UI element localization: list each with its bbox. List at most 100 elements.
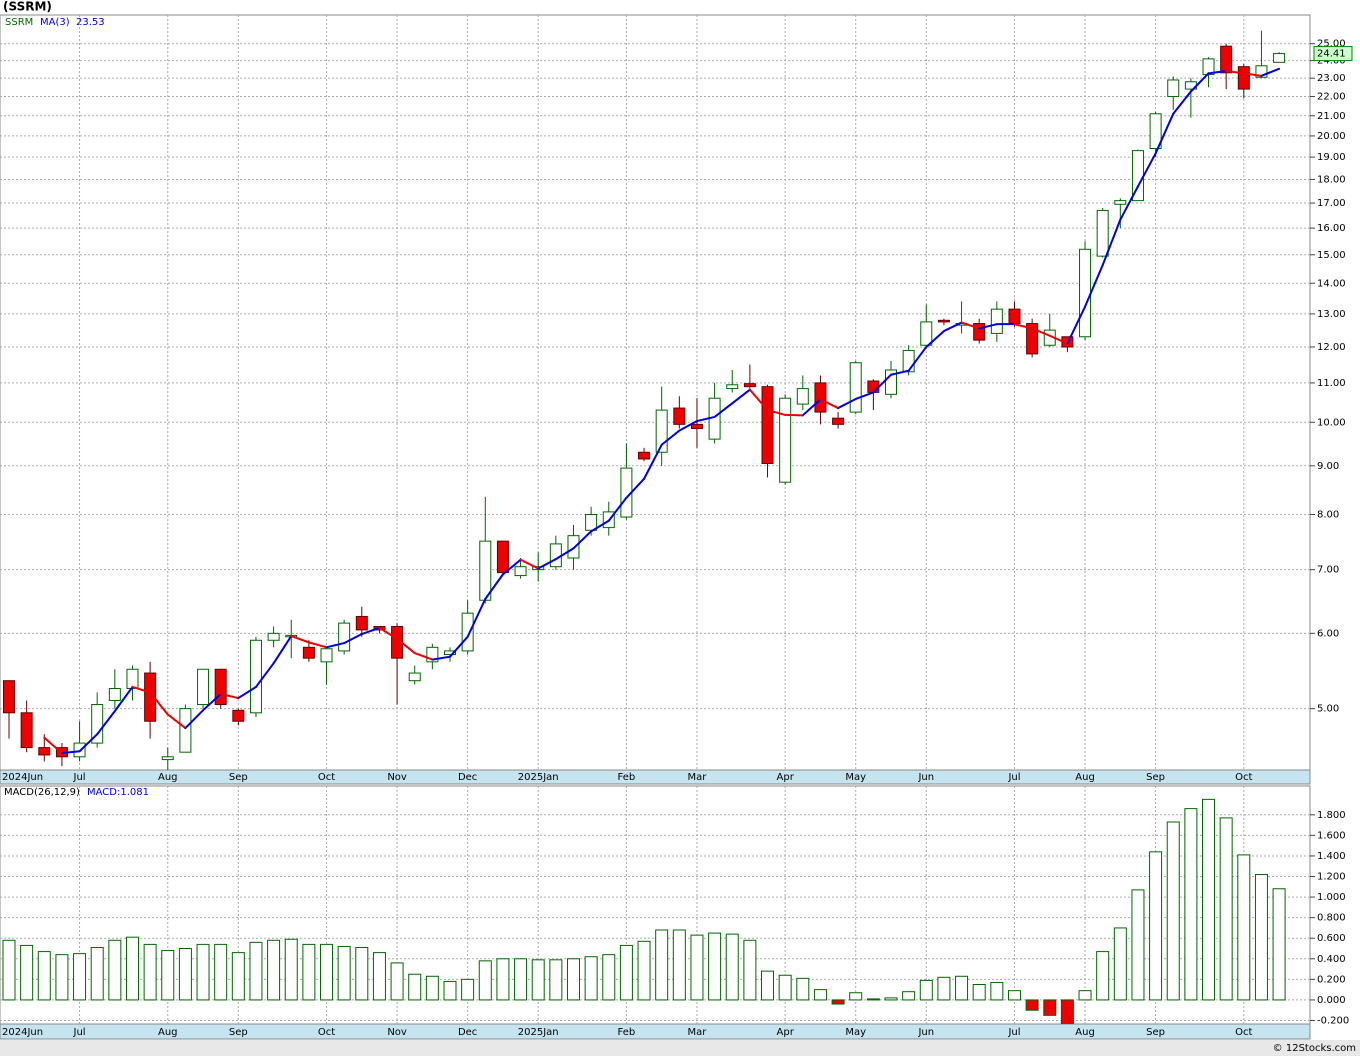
macd-bar xyxy=(690,934,704,1001)
ma-line xyxy=(202,693,222,712)
ma-line xyxy=(237,685,257,700)
macd-bar xyxy=(1149,851,1163,1001)
macd-panel xyxy=(0,785,1311,1025)
ma-line xyxy=(184,709,205,730)
macd-bar xyxy=(355,946,369,1001)
ma-line xyxy=(643,443,663,480)
macd-bar xyxy=(143,943,157,1001)
candle-body xyxy=(1220,45,1233,74)
y-tick-label: 0.400 xyxy=(1317,954,1346,965)
ma-line xyxy=(942,321,963,333)
macd-bar xyxy=(1025,999,1039,1011)
y-tick-label: 1.000 xyxy=(1317,892,1346,903)
candle-body xyxy=(549,543,562,568)
ma-line xyxy=(1242,72,1263,77)
macd-bar xyxy=(566,958,580,1001)
x-tick-label: 2024Jun xyxy=(2,1027,43,1038)
candle-body xyxy=(461,612,474,652)
macd-bar xyxy=(55,954,69,1001)
candle-body xyxy=(514,566,527,577)
candle-body xyxy=(1237,66,1250,90)
candle-body xyxy=(867,380,880,393)
macd-bar xyxy=(178,948,192,1001)
macd-bar xyxy=(1113,927,1127,1001)
candle-body xyxy=(479,540,492,601)
y-tick-label: 7.00 xyxy=(1317,565,1339,576)
candle-body xyxy=(126,668,139,689)
macd-bar xyxy=(372,952,386,1001)
candle-body xyxy=(1096,209,1109,257)
ma-line xyxy=(60,750,81,755)
candle-body xyxy=(108,687,121,701)
x-tick-label: Apr xyxy=(777,1027,795,1038)
candle-body xyxy=(673,407,686,425)
y-tick-label: -0.200 xyxy=(1317,1016,1349,1027)
macd-bar xyxy=(831,999,845,1005)
macd-bar xyxy=(725,933,739,1001)
ma-line xyxy=(572,530,593,550)
candle-body xyxy=(1273,53,1286,63)
x-tick-label: Aug xyxy=(158,772,178,783)
ma-line xyxy=(1119,185,1139,221)
candle-body xyxy=(144,672,157,722)
macd-bar xyxy=(761,970,775,1001)
ma-line xyxy=(554,547,575,561)
x-tick-label: Jul xyxy=(73,1027,86,1038)
y-tick-label: 0.200 xyxy=(1317,974,1346,985)
macd-bar xyxy=(919,979,933,1001)
candle-body xyxy=(832,417,845,425)
macd-bar xyxy=(1043,999,1057,1016)
x-tick-label: Jul xyxy=(1007,1027,1020,1038)
macd-bar xyxy=(320,943,334,1001)
ma-line xyxy=(343,633,363,645)
ma-line xyxy=(431,655,451,661)
candle-body xyxy=(902,349,915,373)
macd-bar xyxy=(884,997,898,1001)
candle-body xyxy=(320,648,333,663)
last-price-box xyxy=(1313,46,1353,62)
macd-bar xyxy=(655,929,669,1001)
candle-body xyxy=(1026,323,1039,355)
y-tick-label: 10.00 xyxy=(1317,417,1346,428)
y-tick-label: 23.00 xyxy=(1317,73,1346,84)
macd-bar xyxy=(20,944,34,1001)
candle-body xyxy=(302,646,315,659)
ma-line xyxy=(625,477,646,499)
ma-line xyxy=(1172,90,1192,115)
x-tick-label: Apr xyxy=(777,772,795,783)
ma-line xyxy=(978,323,998,330)
macd-bar xyxy=(1272,888,1286,1001)
ma-line xyxy=(307,641,328,649)
macd-bar xyxy=(637,940,651,1001)
macd-bar xyxy=(37,951,51,1001)
ma-line xyxy=(537,558,557,570)
footer-bar xyxy=(0,1040,1360,1056)
y-tick-label: 1.600 xyxy=(1317,830,1346,841)
macd-bar xyxy=(902,991,916,1001)
candle-body xyxy=(444,650,456,656)
y-tick-label: 8.00 xyxy=(1317,509,1339,520)
ma-line xyxy=(413,652,434,661)
macd-bar xyxy=(443,980,457,1001)
ma-line xyxy=(149,691,169,716)
y-tick-label: 9.00 xyxy=(1317,461,1339,472)
legend-ma-value: 23.53 xyxy=(76,17,105,28)
x-tick-label: Oct xyxy=(318,1027,335,1038)
candle-body xyxy=(249,639,262,714)
macd-bar xyxy=(302,943,316,1001)
ma-line xyxy=(1101,218,1122,267)
macd-bar xyxy=(990,981,1004,1001)
x-axis-strip xyxy=(0,769,1311,785)
ma-line xyxy=(1066,305,1087,345)
candle-body xyxy=(973,323,986,341)
ma-line xyxy=(43,736,63,755)
candle-body xyxy=(496,540,509,574)
ma-line xyxy=(272,635,293,665)
macd-bar xyxy=(1202,798,1216,1001)
macd-bar xyxy=(267,939,281,1001)
x-tick-label: Jun xyxy=(917,772,934,783)
ma-line xyxy=(360,626,381,636)
y-tick-label: 11.00 xyxy=(1317,378,1346,389)
